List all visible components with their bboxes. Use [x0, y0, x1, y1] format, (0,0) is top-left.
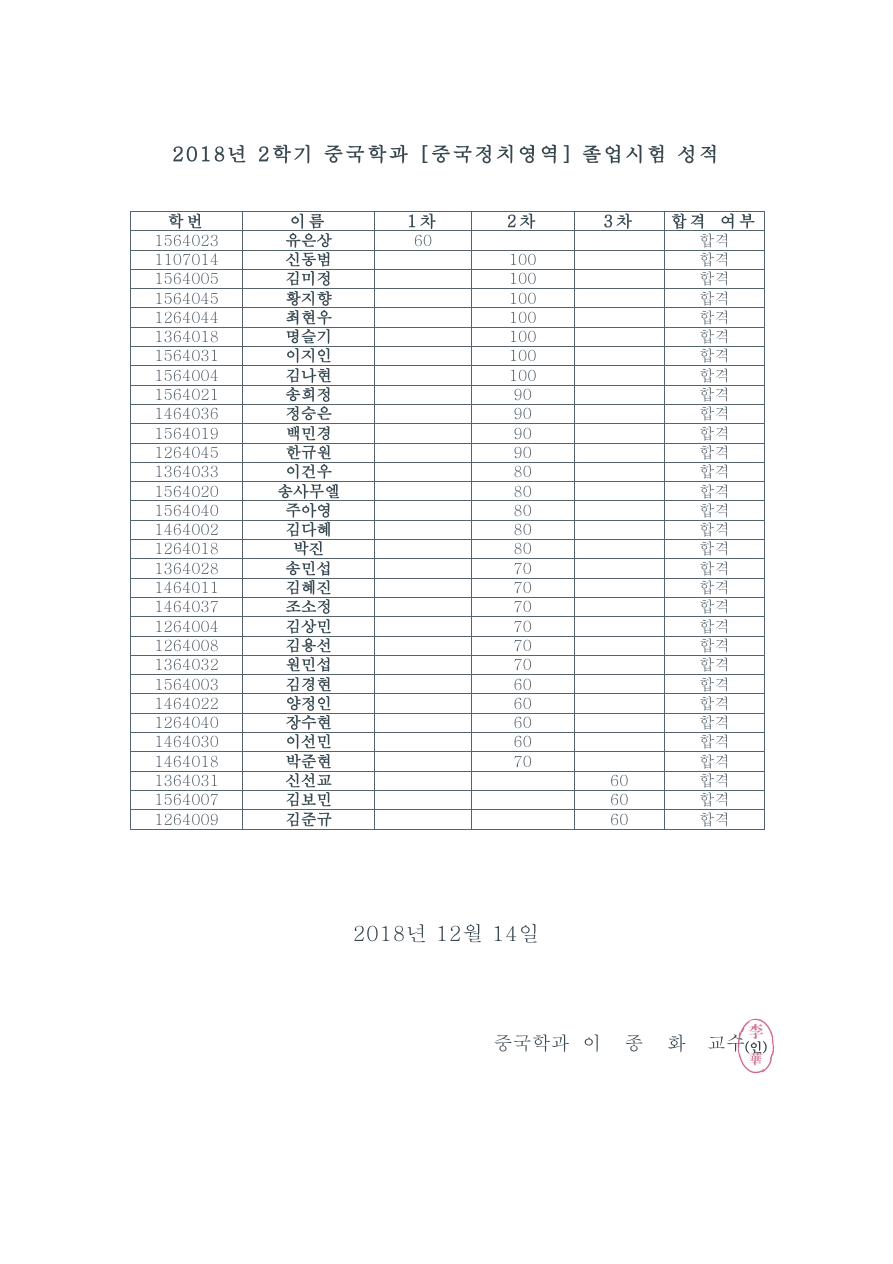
svg-text:(인): (인) — [745, 1037, 768, 1056]
